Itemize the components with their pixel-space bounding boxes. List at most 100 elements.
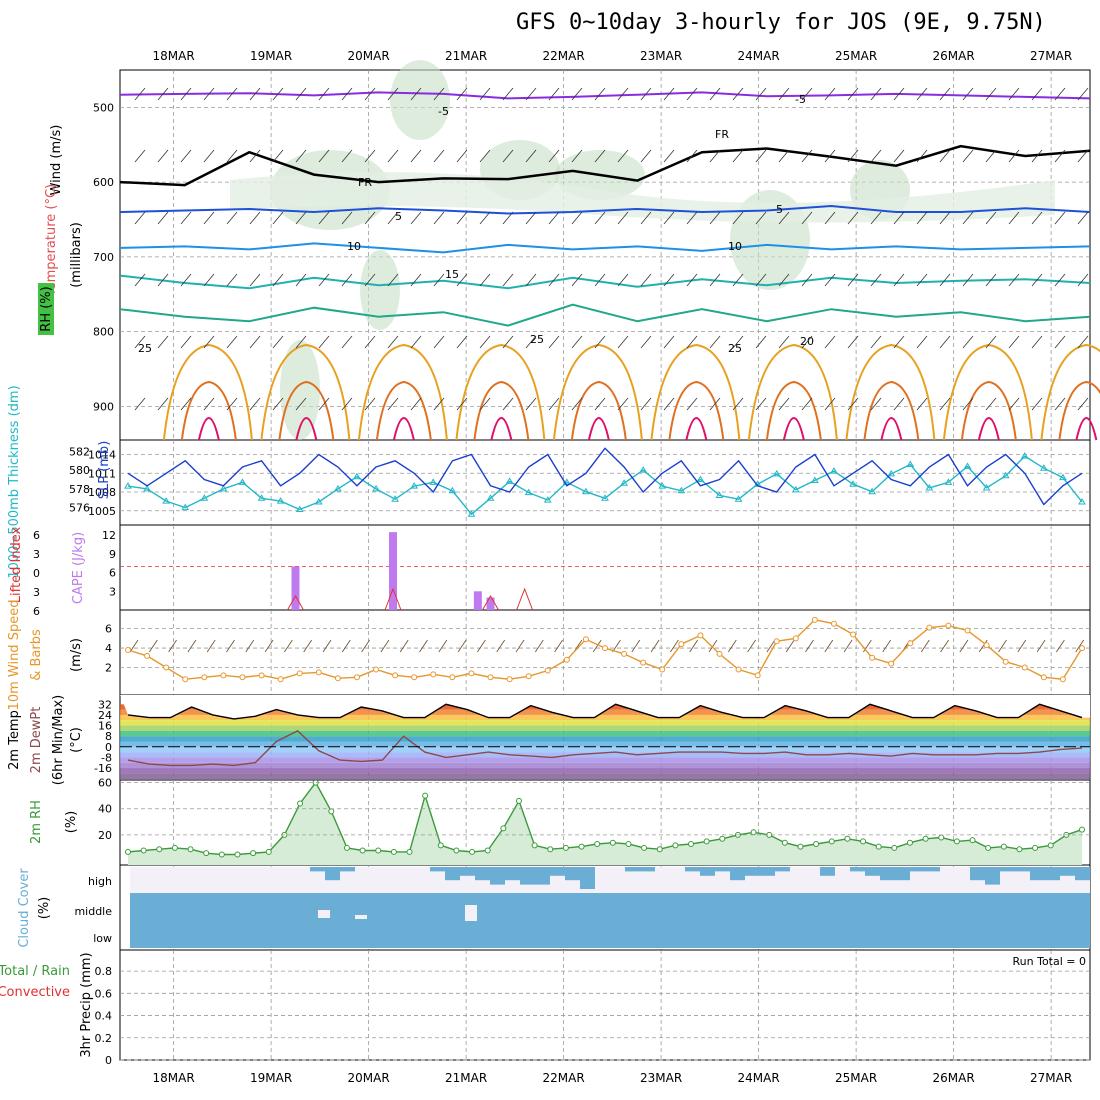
wind-barb — [180, 273, 192, 287]
cape-bar — [473, 591, 482, 610]
wind-barb — [364, 149, 376, 163]
wind-barb — [824, 211, 836, 225]
thickness-marker — [219, 484, 228, 492]
wind-barb — [502, 211, 514, 225]
wind-barb — [180, 87, 192, 101]
rh2m-marker — [750, 829, 757, 836]
pressure-tick: 700 — [93, 251, 114, 264]
wind-barb-10m — [419, 639, 428, 653]
rh2m-marker — [453, 847, 460, 854]
wind-barb — [410, 149, 422, 163]
contour-label: FR — [358, 176, 372, 189]
rh2m-marker — [953, 838, 960, 845]
wind-barb — [755, 211, 767, 225]
wind-speed-marker — [525, 673, 532, 680]
temp-band — [120, 709, 1090, 715]
wind-barb — [686, 87, 698, 101]
precip-tick: 0.2 — [95, 1032, 113, 1045]
contour-label: 5 — [395, 210, 402, 223]
isotherm--5 — [119, 91, 1091, 100]
isotherm-25-wave — [260, 343, 351, 441]
wind-barb — [1054, 273, 1066, 287]
wind-barb — [226, 335, 238, 349]
wind-barb — [709, 87, 721, 101]
thickness-marker — [181, 503, 190, 511]
wind-barb — [249, 273, 261, 287]
wind-barb — [663, 335, 675, 349]
rh2m-marker — [359, 847, 366, 854]
wind-barb — [732, 397, 744, 411]
wind-barb-10m — [1017, 639, 1027, 653]
li-tick: 3 — [33, 548, 40, 561]
wind-barb — [318, 87, 330, 101]
rh2m-marker — [156, 846, 163, 853]
wind-barb — [387, 149, 399, 163]
wind-barb — [157, 149, 169, 163]
wind-barb — [801, 397, 813, 411]
rh2m-marker — [906, 839, 913, 846]
rh2m-marker — [234, 851, 241, 858]
thickness-marker — [868, 487, 877, 495]
wind-barb — [502, 335, 514, 349]
wind-barb — [502, 149, 514, 163]
wind-barb — [801, 87, 813, 101]
wind-speed-marker — [659, 666, 666, 673]
wind-barb — [295, 87, 307, 101]
wind-barb-10m — [129, 639, 139, 653]
thickness-marker — [524, 488, 533, 496]
rh2m-marker — [375, 847, 382, 854]
wind-barb — [203, 335, 215, 349]
wind-barb — [732, 87, 744, 101]
wind-barb — [571, 273, 583, 287]
cloud-high-bar — [1015, 867, 1030, 872]
rh2m-marker — [140, 847, 147, 854]
rh2m-marker — [781, 839, 788, 846]
wind-barb — [341, 87, 353, 101]
rh2m-marker — [938, 834, 945, 841]
wind-barb-10m — [284, 639, 293, 653]
wind-barb-10m — [554, 639, 563, 653]
temp-tick: 8 — [105, 730, 112, 743]
rh-shade — [230, 172, 1055, 223]
thickness-axis-label: 1000~500mb Thickness (dm) — [7, 385, 22, 578]
date-label-bottom: 22MAR — [543, 1071, 585, 1085]
wind-barb — [295, 211, 307, 225]
slp-tick: 1005 — [88, 505, 116, 518]
wind10m-frame — [119, 609, 1091, 696]
wind-barb — [962, 273, 974, 287]
thickness-marker — [200, 494, 209, 501]
wind-barb — [1008, 273, 1020, 287]
wind-barb — [663, 397, 675, 411]
rh2m-marker — [891, 844, 898, 851]
wind-speed-marker — [983, 642, 990, 649]
cloud-high-bar — [535, 867, 550, 885]
wind-speed-marker — [926, 624, 933, 631]
wind-barb — [663, 149, 675, 163]
wind-barb — [571, 211, 583, 225]
wind-barb — [318, 273, 330, 287]
contour-label: 10 — [728, 240, 742, 253]
wind-speed-marker — [239, 674, 246, 681]
wind-speed-marker — [144, 652, 151, 659]
wind-speed-marker — [792, 635, 799, 642]
temp-tick: 32 — [98, 698, 112, 711]
date-label-bottom: 18MAR — [153, 1071, 195, 1085]
isotherm-35-wave — [880, 416, 903, 441]
wind-speed-marker — [449, 674, 456, 681]
thickness-line — [127, 455, 1083, 516]
cloud-high-bar — [1045, 867, 1060, 881]
wind-barb — [640, 397, 652, 411]
date-label-top: 25MAR — [835, 49, 877, 63]
temp-band — [120, 736, 1090, 742]
cloud-high-bar — [1030, 867, 1045, 881]
isotherm-25-wave — [1040, 343, 1100, 441]
wind-barb — [709, 211, 721, 225]
thickness-tick: 578 — [69, 483, 90, 496]
rh2m-marker — [703, 838, 710, 845]
thickness-marker — [562, 478, 571, 485]
contour-label: FR — [715, 128, 729, 141]
precip-tick: 0.4 — [95, 1010, 113, 1023]
rh2m-marker — [594, 841, 601, 848]
slp-tick: 1011 — [88, 467, 116, 480]
wind-barb — [686, 335, 698, 349]
